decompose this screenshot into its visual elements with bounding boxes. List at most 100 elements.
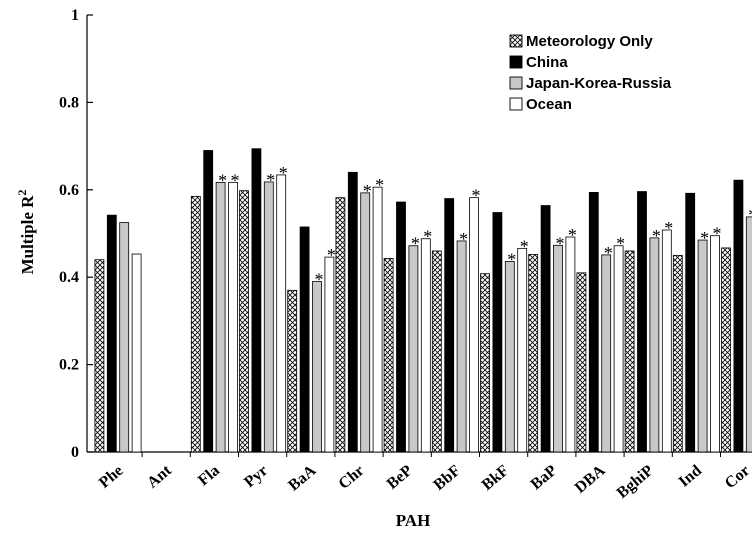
significance-star: *: [279, 163, 288, 183]
bar: [203, 150, 214, 453]
bar: [335, 197, 346, 453]
bar: [190, 195, 201, 453]
legend-swatch: [509, 55, 523, 69]
bar: [131, 253, 142, 453]
significance-star: *: [472, 186, 481, 206]
legend-swatch: [509, 34, 523, 48]
x-tick-label: Chr: [336, 462, 368, 493]
bar: [251, 148, 262, 453]
bar: [324, 256, 335, 453]
bar: [312, 281, 322, 453]
bar: [469, 197, 479, 453]
significance-star: *: [520, 236, 529, 256]
significance-star: *: [315, 270, 324, 290]
bar: [588, 192, 599, 453]
bar: [565, 236, 576, 453]
bar: [685, 192, 696, 453]
significance-star: *: [266, 170, 275, 190]
bar: [745, 216, 752, 453]
bar: [576, 272, 587, 453]
bar: [697, 239, 708, 453]
significance-star: *: [700, 228, 709, 248]
bar: [444, 198, 455, 453]
significance-star: *: [218, 170, 227, 190]
bar: [94, 259, 105, 453]
significance-star: *: [459, 229, 468, 249]
bar: [517, 247, 528, 453]
bar: [528, 254, 539, 453]
bar: [263, 181, 274, 453]
bar: [360, 192, 371, 453]
x-tick-label: BaP: [528, 462, 561, 493]
bar: [276, 174, 287, 453]
significance-star: *: [713, 224, 722, 244]
bar: [119, 222, 130, 453]
bar: [613, 245, 624, 453]
bar: [672, 254, 683, 453]
x-axis-title: PAH: [396, 511, 431, 530]
bar: [287, 289, 298, 453]
significance-star: *: [604, 243, 613, 263]
bar: [396, 201, 406, 453]
bar: [492, 212, 503, 453]
x-tick-label: Phe: [96, 462, 127, 492]
bar: [601, 254, 612, 453]
bar: [215, 181, 226, 453]
bar: [239, 190, 249, 453]
y-tick-label: 1: [71, 7, 79, 24]
significance-star: *: [616, 234, 625, 254]
legend-label: Japan-Korea-Russia: [526, 75, 672, 92]
bar: [299, 226, 310, 453]
significance-star: *: [568, 225, 577, 245]
significance-star: *: [423, 227, 432, 247]
x-tick-label: BaA: [285, 462, 319, 495]
significance-star: *: [375, 175, 384, 195]
bar: [480, 273, 490, 453]
legend: Meteorology Only China Japan-Korea-Russia O…: [509, 33, 672, 113]
bar: [106, 214, 117, 453]
bar: [504, 261, 515, 453]
significance-star: *: [231, 170, 240, 190]
x-tick-label: BkF: [479, 462, 513, 494]
x-tick-label: DBA: [572, 462, 609, 497]
x-tick-label: BeP: [384, 462, 416, 493]
legend-label: Meteorology Only: [526, 33, 653, 50]
y-axis-title: Multiple R2: [15, 190, 37, 275]
significance-star: *: [748, 205, 752, 225]
legend-swatch: [509, 76, 523, 90]
bar: [733, 179, 744, 453]
significance-star: *: [363, 181, 372, 201]
bar: [624, 250, 635, 453]
legend-label: Ocean: [526, 96, 572, 113]
bar: [456, 240, 467, 453]
bar: [637, 191, 647, 453]
significance-star: *: [556, 233, 565, 253]
bar: [649, 237, 660, 453]
bar: [408, 245, 419, 453]
bar: [721, 247, 731, 453]
x-tick-label: BghiP: [614, 462, 657, 502]
y-tick-label: 0.4: [59, 269, 79, 286]
bar: [661, 229, 672, 453]
bar: [710, 235, 720, 453]
x-tick-label: Cor: [722, 462, 752, 492]
y-tick-label: 0.2: [59, 357, 79, 374]
bar: [553, 244, 563, 453]
significance-star: *: [507, 249, 516, 269]
y-tick-label: 0: [71, 444, 79, 461]
bar: [420, 238, 431, 453]
significance-star: *: [411, 234, 420, 254]
significance-star: *: [652, 226, 661, 246]
x-tick-label: Ind: [676, 462, 705, 491]
bar: [540, 205, 551, 453]
x-tick-label: Pyr: [241, 462, 271, 491]
significance-star: *: [664, 218, 673, 238]
y-tick-label: 0.8: [59, 94, 79, 111]
y-tick-label: 0.6: [59, 182, 79, 199]
legend-swatch: [509, 97, 523, 111]
x-tick-label: Ant: [144, 462, 175, 492]
bar: [347, 171, 358, 453]
bar: [228, 181, 238, 453]
